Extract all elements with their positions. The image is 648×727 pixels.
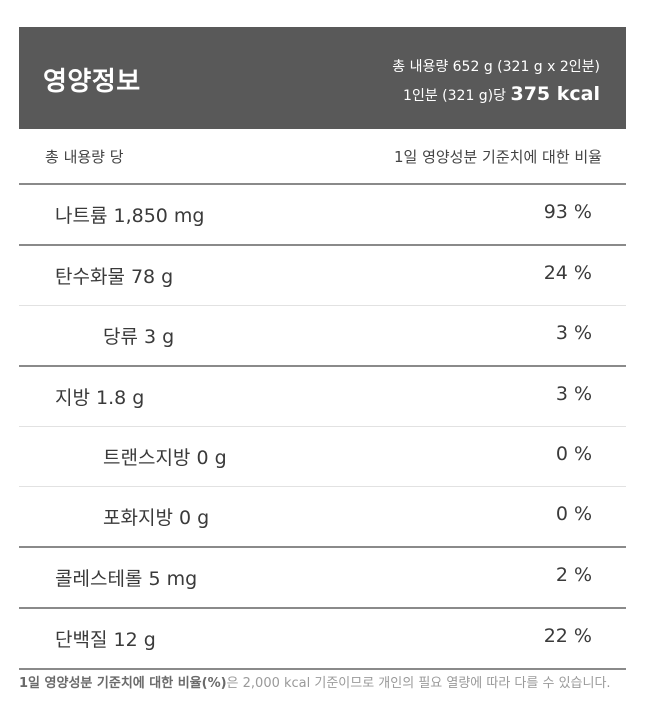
nutrient-name: 탄수화물 78 g bbox=[55, 266, 174, 288]
nutrient-name: 트랜스지방 0 g bbox=[103, 447, 227, 469]
nutrient-row-cholesterol: 콜레스테롤 5 mg 2 % bbox=[19, 548, 626, 609]
per-serving-label: 1인분 (321 g)당 bbox=[403, 88, 507, 104]
serving-info: 총 내용량 652 g (321 g x 2인분) 1인분 (321 g)당 3… bbox=[392, 57, 600, 111]
nutrient-list: 나트륨 1,850 mg 93 % 탄수화물 78 g 24 % 당류 3 g … bbox=[19, 185, 626, 670]
nutrient-percent: 22 % bbox=[543, 625, 592, 647]
nutrient-row-fat: 지방 1.8 g 3 % bbox=[19, 367, 626, 427]
nutrient-percent: 3 % bbox=[555, 322, 592, 344]
nutrient-row-sodium: 나트륨 1,850 mg 93 % bbox=[19, 185, 626, 246]
nutrient-name: 당류 3 g bbox=[103, 326, 175, 348]
footnote-bold: 1일 영양성분 기준치에 대한 비율(%) bbox=[19, 676, 227, 691]
footnote-text: 은 2,000 kcal 기준이므로 개인의 필요 열량에 따라 다를 수 있습… bbox=[226, 676, 611, 691]
nutrient-name: 콜레스테롤 5 mg bbox=[55, 568, 198, 590]
nutrient-percent: 0 % bbox=[555, 443, 592, 465]
nutrient-percent: 93 % bbox=[543, 201, 592, 223]
nutrient-percent: 2 % bbox=[555, 564, 592, 586]
nutrient-row-saturated-fat: 포화지방 0 g 0 % bbox=[19, 487, 626, 548]
nutrition-title: 영양정보 bbox=[43, 67, 141, 97]
nutrient-name: 지방 1.8 g bbox=[55, 387, 145, 409]
daily-value-footnote: 1일 영양성분 기준치에 대한 비율(%)은 2,000 kcal 기준이므로 … bbox=[19, 672, 629, 695]
nutrient-row-trans-fat: 트랜스지방 0 g 0 % bbox=[19, 427, 626, 487]
total-content-text: 총 내용량 652 g (321 g x 2인분) bbox=[392, 59, 600, 75]
calories-value: 375 kcal bbox=[510, 83, 600, 105]
nutrient-name: 포화지방 0 g bbox=[103, 507, 210, 529]
nutrient-percent: 24 % bbox=[543, 262, 592, 284]
nutrition-header: 영양정보 총 내용량 652 g (321 g x 2인분) 1인분 (321 … bbox=[19, 27, 626, 129]
nutrient-name: 나트륨 1,850 mg bbox=[55, 205, 205, 227]
nutrient-name: 단백질 12 g bbox=[55, 629, 156, 651]
basis-label: 총 내용량 당 bbox=[45, 148, 124, 166]
nutrient-row-carbohydrate: 탄수화물 78 g 24 % bbox=[19, 246, 626, 306]
nutrient-percent: 3 % bbox=[555, 383, 592, 405]
nutrition-facts-panel: 영양정보 총 내용량 652 g (321 g x 2인분) 1인분 (321 … bbox=[19, 27, 626, 670]
nutrient-row-sugars: 당류 3 g 3 % bbox=[19, 306, 626, 367]
nutrient-percent: 0 % bbox=[555, 503, 592, 525]
per-serving-line: 1인분 (321 g)당 375 kcal bbox=[392, 79, 600, 111]
daily-value-label: 1일 영양성분 기준치에 대한 비율 bbox=[393, 148, 602, 166]
column-header-row: 총 내용량 당 1일 영양성분 기준치에 대한 비율 bbox=[19, 129, 626, 185]
nutrient-row-protein: 단백질 12 g 22 % bbox=[19, 609, 626, 670]
